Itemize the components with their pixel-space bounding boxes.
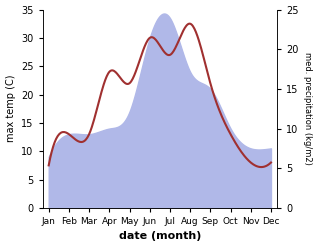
Y-axis label: max temp (C): max temp (C) bbox=[5, 75, 16, 143]
X-axis label: date (month): date (month) bbox=[119, 231, 201, 242]
Y-axis label: med. precipitation (kg/m2): med. precipitation (kg/m2) bbox=[303, 52, 313, 165]
